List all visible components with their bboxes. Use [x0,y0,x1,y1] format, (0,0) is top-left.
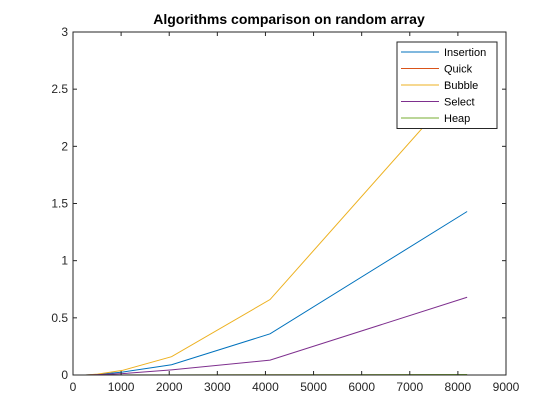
y-tick-label: 1.5 [51,197,68,211]
y-tick-label: 1 [61,254,68,268]
y-tick-label: 2 [61,139,68,153]
x-tick-label: 7000 [396,380,423,394]
legend-label-insertion: Insertion [444,47,486,59]
x-tick-label: 5000 [300,380,327,394]
axes-layer: 0 1000 2000 3000 4000 5000 6000 7000 8000 9000 0 0.… [51,25,519,394]
y-tick-label: 3 [61,25,68,39]
legend-label-select: Select [444,97,475,109]
legend-label-bubble: Bubble [444,80,478,92]
y-tick-label: 0 [61,368,68,382]
chart-title: Algorithms comparison on random array [153,11,425,27]
x-tick-label: 1000 [108,380,135,394]
y-tick-label: 2.5 [51,82,68,96]
x-tick-label: 4000 [252,380,279,394]
x-tick-label: 2000 [156,380,183,394]
x-tick-label: 6000 [348,380,375,394]
x-tick-label: 0 [70,380,77,394]
legend: Insertion Quick Bubble Select Heap [396,41,498,129]
legend-label-heap: Heap [444,113,470,125]
x-tick-label: 8000 [445,380,472,394]
y-tick-label: 0.5 [51,311,68,325]
legend-label-quick: Quick [444,64,473,76]
x-tick-label: 9000 [493,380,520,394]
x-tick-label: 3000 [204,380,231,394]
